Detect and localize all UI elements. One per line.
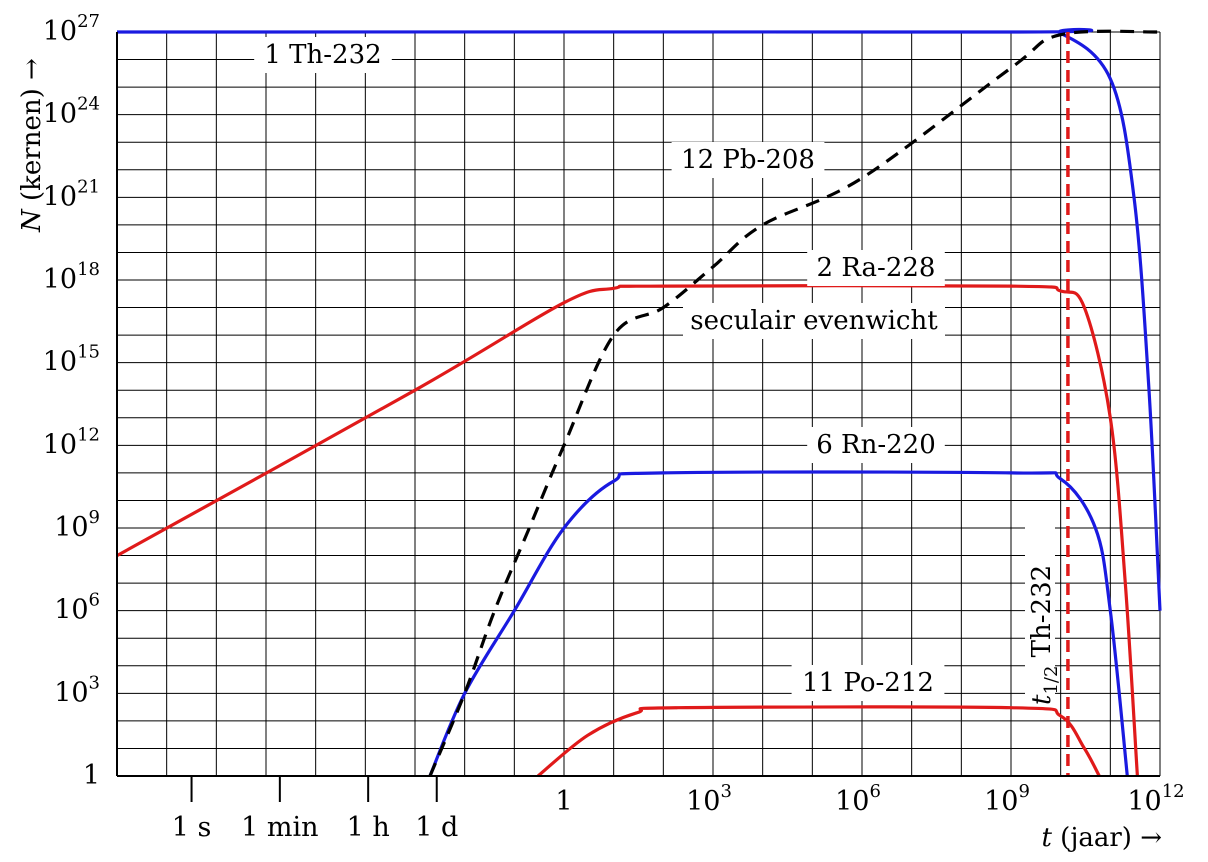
- time-mark-label: 1 d: [415, 812, 458, 843]
- y-tick-label: 109: [54, 507, 100, 543]
- curve-label-bg: [791, 665, 945, 701]
- y-tick-label: 1015: [43, 342, 100, 378]
- y-tick-label: 1018: [43, 259, 100, 295]
- y-tick-label: 1021: [43, 176, 100, 212]
- y-tick-label: 1027: [43, 11, 100, 47]
- y-axis-label: N (kernen) →: [17, 58, 47, 233]
- half-life-label: t1/2 Th-232: [1027, 565, 1062, 705]
- curve-label-bg: [671, 142, 825, 178]
- half-life-label-bg: [1025, 512, 1055, 702]
- curve-label-bg: [254, 37, 392, 73]
- curve-label-bg: [807, 427, 945, 463]
- x-tick-label: 1: [555, 786, 572, 817]
- series-12-pb-208-line: [428, 29, 1161, 777]
- x-tick-label: 1012: [1127, 781, 1184, 817]
- x-tick-label: 106: [835, 781, 881, 817]
- series-1-th-232-line: [116, 27, 1162, 611]
- series-6-rn-220-line: [428, 470, 1129, 777]
- curve-label: 2 Ra-228: [817, 253, 936, 283]
- curve-label: 12 Pb-208: [681, 145, 815, 175]
- x-tick-label: 103: [686, 781, 732, 817]
- chart-grid: [116, 31, 1161, 777]
- chart-labels: 1 103 106 109 1012 1015 1018 1021 1024 1027 1 103 10…: [17, 11, 1185, 853]
- y-tick-label: 1012: [43, 424, 100, 460]
- annotation-bg: [683, 303, 945, 339]
- y-tick-label: 106: [54, 590, 100, 626]
- y-tick-label: 1024: [43, 94, 100, 130]
- time-mark-label: 1 min: [241, 812, 318, 843]
- y-tick-label: 1: [83, 760, 100, 791]
- series-11-po-212-line: [536, 705, 1101, 778]
- chart-curves: [116, 27, 1162, 778]
- time-mark-label: 1 h: [347, 812, 390, 843]
- annotation-secular-equilibrium: seculair evenwicht: [690, 306, 938, 336]
- time-mark-label: 1 s: [172, 812, 212, 843]
- chart-axes: [116, 32, 1160, 802]
- curve-label: 1 Th-232: [264, 40, 381, 70]
- curve-label-bg: [807, 250, 945, 286]
- curve-label: 11 Po-212: [802, 668, 934, 698]
- x-axis-label: t (jaar) →: [1041, 823, 1162, 853]
- x-tick-label: 109: [984, 781, 1030, 817]
- series-2-ra-228-line: [116, 284, 1139, 777]
- y-tick-label: 103: [54, 672, 100, 708]
- curve-label: 6 Rn-220: [816, 430, 936, 460]
